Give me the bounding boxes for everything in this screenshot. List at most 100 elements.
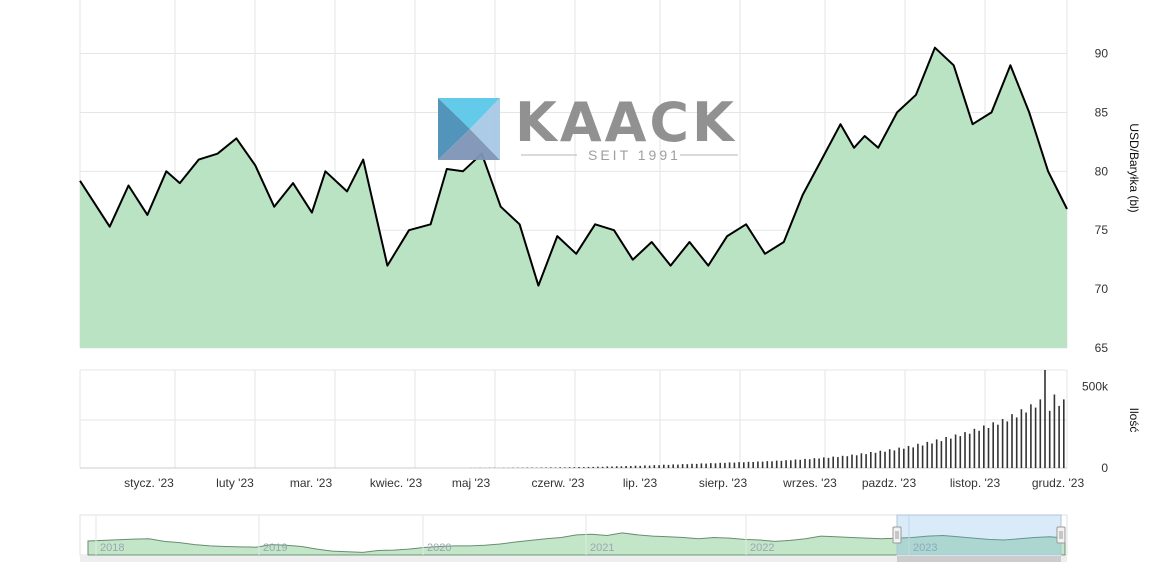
- navigator-series: [87, 532, 1066, 556]
- volume-bar-32: [620, 466, 623, 468]
- price-y-tick-85: 85: [1095, 105, 1109, 119]
- volume-bar-126: [1063, 399, 1065, 468]
- navigator-year-2022: 2022: [750, 542, 774, 554]
- navigator-year-2018: 2018: [100, 542, 124, 554]
- volume-bar-101: [945, 437, 947, 468]
- navigator-scrollbar[interactable]: [80, 556, 1067, 562]
- volume-bar-40: [658, 465, 660, 468]
- kaack-logo-icon: [438, 98, 500, 160]
- volume-bar-112: [997, 424, 999, 468]
- volume-bar-46: [686, 464, 689, 468]
- volume-bar-120: [1034, 407, 1037, 468]
- volume-bar-86: [874, 452, 877, 468]
- navigator-scrollbar-thumb[interactable]: [897, 556, 1061, 562]
- volume-bars: [470, 370, 1065, 469]
- volume-bar-124: [1053, 394, 1056, 468]
- volume-bar-61: [757, 461, 759, 468]
- volume-bar-15: [540, 467, 543, 468]
- volume-bar-90: [893, 450, 896, 468]
- volume-bar-52: [714, 463, 717, 468]
- volume-bar-111: [992, 422, 994, 468]
- navigator-handle-right[interactable]: [1056, 526, 1066, 544]
- volume-bar-107: [973, 428, 976, 468]
- month-x-axis: stycz. '23 luty '23 mar. '23 kwiec. '23 maj …: [124, 476, 1084, 490]
- volume-bar-27: [597, 466, 599, 468]
- volume-bar-73: [813, 458, 816, 468]
- volume-bar-123: [1048, 410, 1051, 468]
- price-y-tick-80: 80: [1095, 164, 1109, 178]
- volume-bar-28: [601, 466, 604, 468]
- volume-bar-16: [545, 467, 547, 468]
- volume-bar-106: [968, 433, 971, 468]
- volume-bar-17: [550, 467, 552, 468]
- volume-bar-76: [827, 457, 830, 468]
- volume-bar-64: [771, 461, 773, 468]
- navigator-selection[interactable]: [896, 514, 1062, 556]
- volume-bar-62: [761, 461, 764, 468]
- volume-bar-65: [775, 460, 778, 468]
- x-tick-8: wrzes. '23: [782, 476, 837, 490]
- x-tick-9: pazdz. '23: [862, 476, 917, 490]
- volume-bar-110: [987, 428, 990, 468]
- volume-bar-67: [785, 460, 787, 468]
- volume-bar-79: [841, 455, 844, 469]
- volume-gridlines: [79, 369, 1068, 469]
- logo-wordmark: KAACK: [515, 91, 737, 154]
- navigator-year-2020: 2020: [427, 542, 451, 554]
- volume-bar-50: [705, 463, 707, 468]
- price-y-tick-70: 70: [1095, 282, 1109, 296]
- volume-bar-100: [940, 441, 943, 468]
- volume-bar-21: [568, 467, 571, 468]
- volume-bar-75: [823, 457, 825, 468]
- navigator-year-2021: 2021: [590, 542, 614, 554]
- volume-y-axis: 500k 0: [1082, 379, 1109, 475]
- volume-bar-97: [926, 441, 929, 468]
- volume-bar-60: [752, 462, 754, 468]
- volume-bar-44: [677, 464, 679, 468]
- volume-bar-26: [592, 466, 594, 468]
- price-line: [79, 46, 1068, 287]
- volume-bar-53: [719, 462, 721, 468]
- volume-bar-104: [959, 436, 962, 468]
- price-y-tick-90: 90: [1095, 47, 1109, 61]
- volume-bar-39: [653, 465, 656, 468]
- volume-bar-94: [912, 447, 914, 468]
- volume-bar-31: [615, 466, 618, 468]
- volume-bar-19: [559, 467, 561, 468]
- volume-bar-20: [564, 467, 566, 468]
- volume-bar-91: [898, 447, 900, 468]
- x-tick-2: mar. '23: [290, 476, 333, 490]
- volume-bar-103: [954, 434, 957, 468]
- volume-bar-71: [804, 458, 806, 468]
- navigator-handle-left[interactable]: [892, 526, 902, 544]
- volume-bar-58: [743, 462, 745, 468]
- volume-bar-121: [1039, 399, 1042, 468]
- volume-bar-70: [799, 459, 801, 468]
- navigator-year-2023: 2023: [913, 542, 937, 554]
- x-tick-4: maj '23: [452, 476, 491, 490]
- volume-bar-55: [728, 462, 731, 468]
- volume-bar-92: [903, 448, 905, 468]
- x-tick-10: listop. '23: [950, 476, 1001, 490]
- volume-bar-78: [837, 457, 839, 468]
- volume-bar-105: [964, 432, 966, 468]
- x-tick-5: czerw. '23: [532, 476, 585, 490]
- volume-bar-119: [1030, 404, 1032, 468]
- volume-bar-85: [870, 452, 872, 468]
- volume-bar-98: [931, 443, 933, 468]
- volume-bar-38: [648, 465, 651, 468]
- volume-bar-114: [1006, 421, 1009, 468]
- price-area-fill: [80, 47, 1067, 348]
- volume-bar-57: [738, 462, 740, 468]
- x-tick-0: stycz. '23: [124, 476, 174, 490]
- volume-bar-41: [663, 464, 665, 468]
- volume-bar-36: [639, 465, 641, 468]
- volume-bar-25: [587, 466, 590, 468]
- volume-bar-93: [907, 445, 910, 468]
- volume-bar-35: [634, 465, 637, 468]
- price-area-series: [79, 46, 1068, 348]
- volume-bar-45: [681, 464, 684, 468]
- x-tick-6: lip. '23: [623, 476, 658, 490]
- navigator[interactable]: 2018 2019 2020 2021 2022 2023: [79, 514, 1068, 562]
- volume-bar-49: [700, 463, 703, 468]
